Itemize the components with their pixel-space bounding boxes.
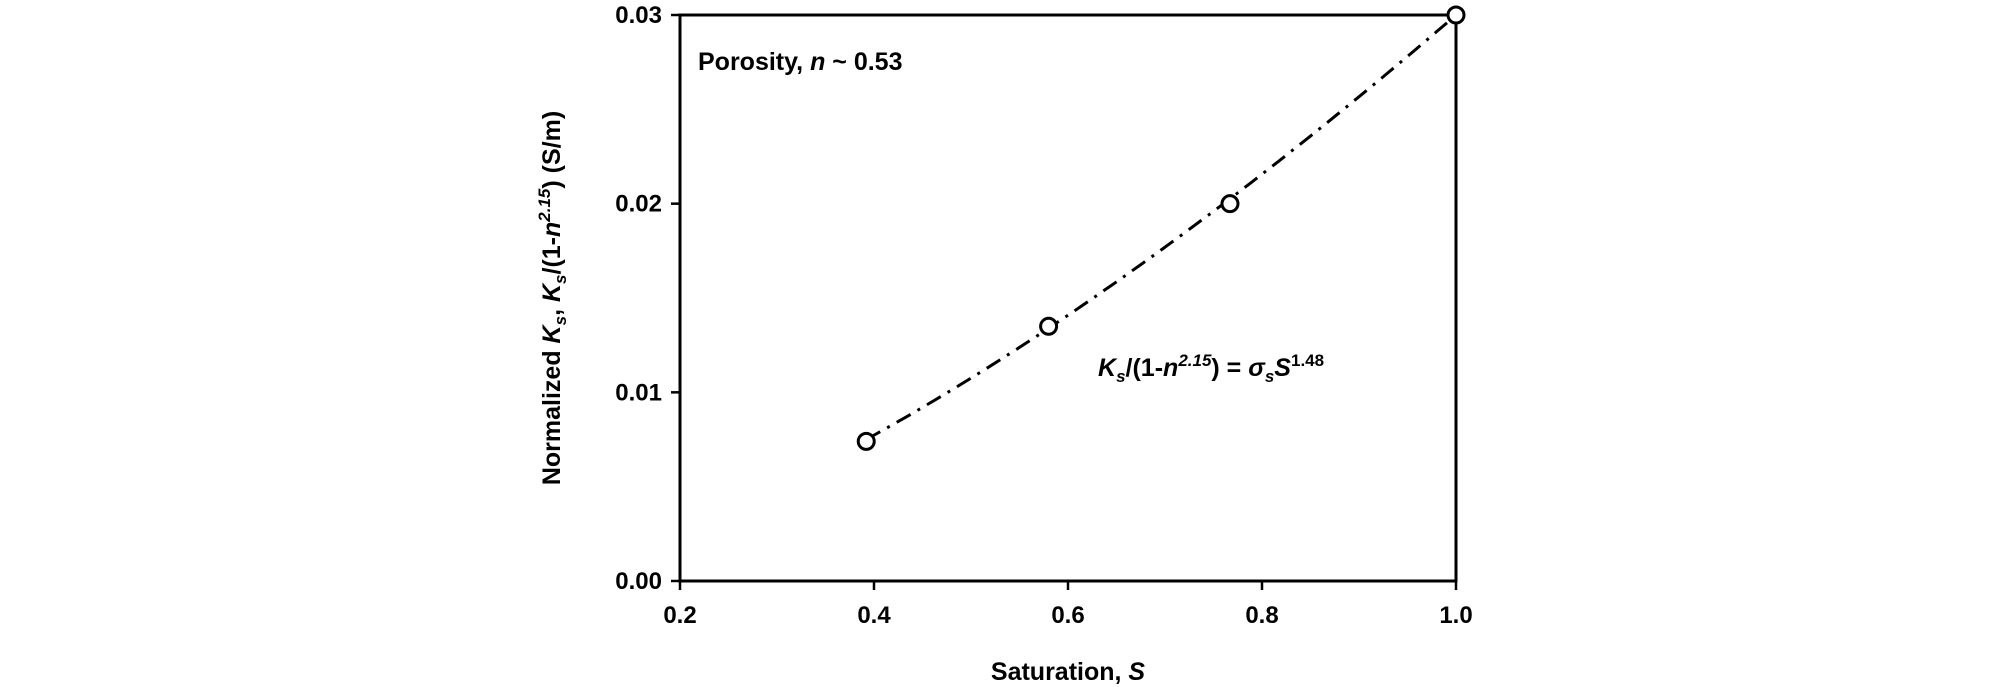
x-axis-ticks: 0.2 0.4 0.6 0.8 1.0 bbox=[663, 581, 1473, 629]
y-tick-label: 0.01 bbox=[615, 379, 662, 406]
plot-area-frame bbox=[678, 13, 1458, 583]
equation-annotation: Ks/(1-n2.15) = σsS1.48 bbox=[1098, 351, 1324, 386]
data-point bbox=[1220, 194, 1240, 214]
y-axis-title: Normalized Ks, Ks/(1-n2.15) (S/m) bbox=[535, 111, 570, 485]
x-tick-label: 0.2 bbox=[663, 602, 696, 629]
x-tick-label: 0.6 bbox=[1051, 602, 1084, 629]
x-tick-label: 0.8 bbox=[1245, 602, 1278, 629]
y-axis-ticks: 0.00 0.01 0.02 0.03 bbox=[615, 2, 680, 595]
porosity-annotation: Porosity, n ~ 0.53 bbox=[698, 48, 903, 76]
y-tick-label: 0.03 bbox=[615, 2, 662, 29]
x-tick-label: 1.0 bbox=[1439, 602, 1472, 629]
fit-curve bbox=[865, 13, 1457, 441]
data-point bbox=[1446, 5, 1466, 25]
y-tick-label: 0.02 bbox=[615, 191, 662, 218]
data-point bbox=[1039, 316, 1059, 336]
x-axis-title: Saturation, S bbox=[991, 658, 1146, 686]
data-point bbox=[856, 431, 876, 451]
data-points-layer bbox=[856, 5, 1466, 451]
x-tick-label: 0.4 bbox=[857, 602, 891, 629]
fit-curve-layer bbox=[865, 13, 1457, 441]
y-tick-label: 0.00 bbox=[615, 568, 662, 595]
